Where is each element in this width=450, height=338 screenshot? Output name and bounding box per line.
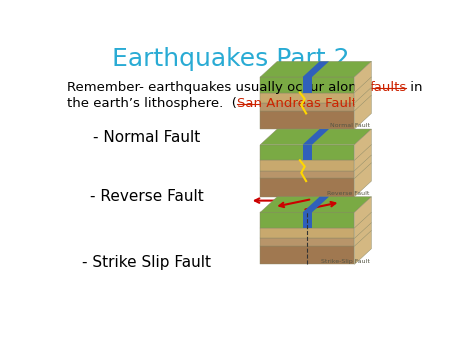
- Polygon shape: [355, 129, 371, 197]
- Text: Remember- earthquakes usually occur along: Remember- earthquakes usually occur alon…: [67, 81, 369, 94]
- Polygon shape: [260, 171, 355, 178]
- Polygon shape: [303, 212, 312, 228]
- Polygon shape: [260, 62, 371, 77]
- Polygon shape: [355, 197, 371, 264]
- Text: - Reverse Fault: - Reverse Fault: [90, 189, 204, 204]
- Text: Earthquakes Part 2: Earthquakes Part 2: [112, 47, 350, 71]
- Polygon shape: [260, 246, 355, 264]
- Polygon shape: [260, 228, 355, 238]
- Text: Strike-Slip Fault: Strike-Slip Fault: [321, 259, 369, 264]
- Text: - Strike Slip Fault: - Strike Slip Fault: [82, 255, 211, 270]
- Polygon shape: [303, 62, 329, 77]
- Text: in: in: [406, 81, 423, 94]
- Text: Normal Fault: Normal Fault: [330, 123, 369, 128]
- Polygon shape: [260, 238, 355, 246]
- Polygon shape: [303, 197, 329, 212]
- Polygon shape: [303, 129, 329, 145]
- Polygon shape: [303, 77, 312, 93]
- Polygon shape: [260, 212, 355, 228]
- Polygon shape: [260, 178, 355, 197]
- Polygon shape: [355, 62, 371, 129]
- Polygon shape: [260, 111, 355, 129]
- Polygon shape: [303, 145, 312, 160]
- Polygon shape: [260, 160, 355, 171]
- Text: the earth’s lithosphere.  (: the earth’s lithosphere. (: [67, 97, 237, 110]
- Text: Reverse Fault: Reverse Fault: [327, 191, 369, 196]
- Text: San Andreas Fault: San Andreas Fault: [237, 97, 356, 110]
- Polygon shape: [260, 77, 355, 93]
- Polygon shape: [260, 103, 355, 111]
- Text: - Normal Fault: - Normal Fault: [93, 130, 201, 145]
- Polygon shape: [260, 129, 371, 145]
- Text: faults: faults: [369, 81, 406, 94]
- Polygon shape: [260, 145, 355, 160]
- Polygon shape: [260, 93, 355, 103]
- Text: ): ): [356, 97, 362, 110]
- Polygon shape: [260, 197, 371, 212]
